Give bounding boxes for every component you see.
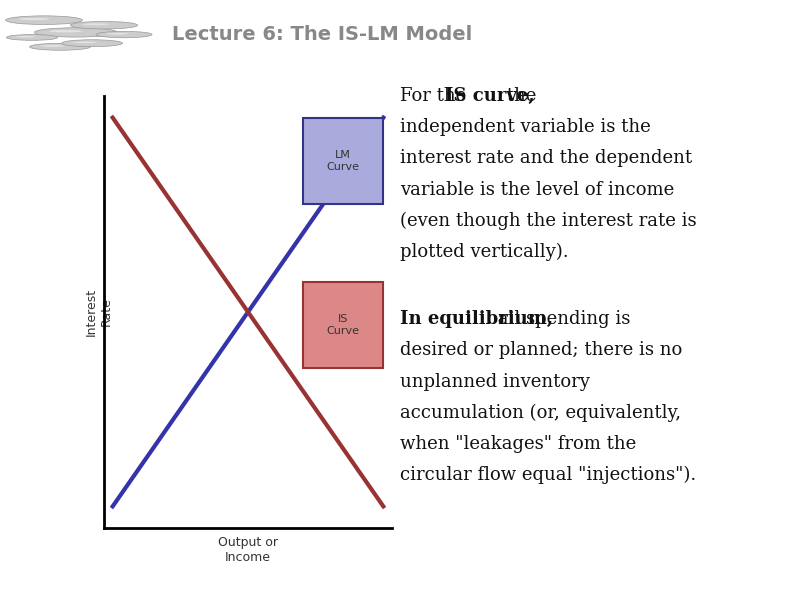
- Ellipse shape: [15, 36, 36, 37]
- FancyBboxPatch shape: [302, 282, 383, 368]
- Text: LM
Curve: LM Curve: [326, 150, 359, 172]
- Text: desired or planned; there is no: desired or planned; there is no: [400, 341, 682, 359]
- Text: Lecture 6: The IS-LM Model: Lecture 6: The IS-LM Model: [172, 25, 472, 44]
- Text: accumulation (or, equivalently,: accumulation (or, equivalently,: [400, 404, 681, 422]
- Y-axis label: Interest
Rate: Interest Rate: [85, 288, 113, 336]
- Text: variable is the level of income: variable is the level of income: [400, 181, 674, 199]
- Text: (even though the interest rate is: (even though the interest rate is: [400, 212, 697, 230]
- Text: independent variable is the: independent variable is the: [400, 118, 650, 136]
- Ellipse shape: [6, 35, 58, 40]
- Text: In equilibrium,: In equilibrium,: [400, 310, 553, 328]
- Ellipse shape: [62, 40, 122, 47]
- Text: the: the: [501, 87, 536, 105]
- Ellipse shape: [40, 45, 65, 47]
- Text: all spending is: all spending is: [492, 310, 630, 328]
- Text: IS
Curve: IS Curve: [326, 314, 359, 336]
- X-axis label: Output or
Income: Output or Income: [218, 536, 278, 565]
- Ellipse shape: [72, 41, 97, 43]
- Ellipse shape: [96, 31, 152, 38]
- Ellipse shape: [82, 23, 109, 25]
- FancyBboxPatch shape: [302, 118, 383, 204]
- Ellipse shape: [6, 16, 82, 25]
- Ellipse shape: [70, 22, 138, 29]
- Ellipse shape: [34, 28, 118, 37]
- Text: interest rate and the dependent: interest rate and the dependent: [400, 149, 692, 167]
- Text: unplanned inventory: unplanned inventory: [400, 373, 590, 391]
- Text: when "leakages" from the: when "leakages" from the: [400, 435, 636, 453]
- Ellipse shape: [106, 33, 128, 35]
- Text: For the: For the: [400, 87, 472, 105]
- Text: IS curve,: IS curve,: [446, 87, 535, 105]
- Ellipse shape: [30, 43, 90, 50]
- Text: plotted vertically).: plotted vertically).: [400, 243, 569, 261]
- Text: circular flow equal "injections").: circular flow equal "injections").: [400, 466, 696, 484]
- Ellipse shape: [19, 18, 50, 20]
- Ellipse shape: [49, 30, 82, 32]
